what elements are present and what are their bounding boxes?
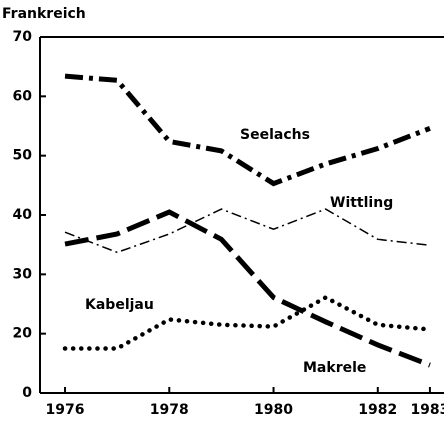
y-tick-label: 50 <box>13 148 33 164</box>
y-tick-label: 30 <box>13 266 33 282</box>
x-tick-label: 1976 <box>46 402 85 418</box>
chart-title: Frankreich <box>2 6 86 22</box>
x-tick-label: 1980 <box>254 402 293 418</box>
x-tick-label: 1983 <box>410 402 444 418</box>
y-tick-label: 70 <box>13 29 33 45</box>
series-line <box>64 209 431 368</box>
y-tick-label: 0 <box>22 385 32 401</box>
y-tick-label: 60 <box>13 88 33 104</box>
y-tick-label: 20 <box>13 326 33 342</box>
x-tick-label: 1982 <box>358 402 397 418</box>
series-label: Seelachs <box>240 127 310 143</box>
x-tick-label: 1978 <box>150 402 189 418</box>
series-line <box>62 294 433 351</box>
series-label: Kabeljau <box>85 297 154 313</box>
series-line <box>64 73 431 187</box>
series-label: Makrele <box>303 360 366 376</box>
series-line <box>64 208 431 254</box>
series-label: Wittling <box>330 195 393 211</box>
y-tick-label: 40 <box>13 207 33 223</box>
